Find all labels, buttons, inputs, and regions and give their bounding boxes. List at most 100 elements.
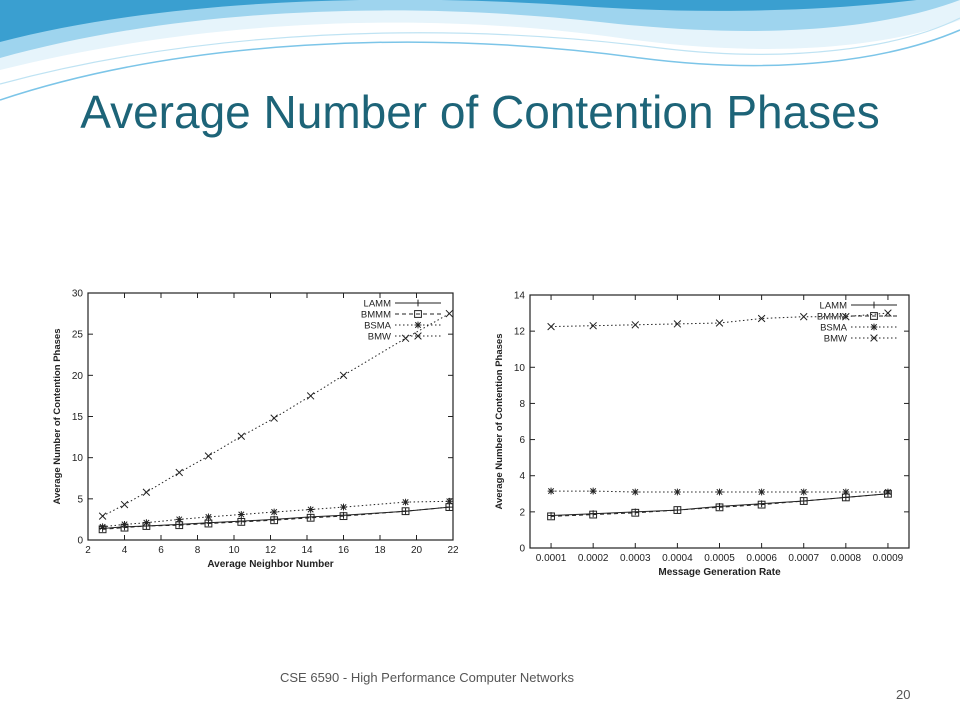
y-tick-label: 12 <box>514 327 526 338</box>
legend-label-bmw: BMW <box>368 332 391 343</box>
data-point-bsma <box>673 488 681 496</box>
data-point-bmw <box>204 452 213 460</box>
legend-marker-lamm <box>870 301 878 309</box>
series-bmmm <box>98 503 454 534</box>
legend-marker-bsma <box>414 321 422 329</box>
series-bsma <box>99 497 453 531</box>
legend-marker-bmmm <box>414 310 422 318</box>
data-point-bmw <box>120 500 129 509</box>
legend-marker-bmmm <box>870 312 878 320</box>
series-line-bmmm <box>551 493 888 517</box>
x-tick-label: 0.0009 <box>873 553 904 564</box>
chart-message-generation-rate: 0 2 4 6 8 10 12 14 0.0001 0.0002 0.0003 0.0004 0.000… <box>494 291 910 578</box>
legend-marker-bmw <box>414 332 422 340</box>
footer-course-text: CSE 6590 - High Performance Computer Net… <box>280 670 575 685</box>
series-bmw <box>547 309 892 331</box>
data-point-bsma <box>143 519 150 527</box>
data-point-bsma <box>445 497 453 505</box>
x-tick-label: 12 <box>265 545 277 556</box>
data-point-bmmm <box>715 503 724 512</box>
y-tick-label: 4 <box>519 471 525 482</box>
x-tick-label: 0.0001 <box>536 553 567 564</box>
y-tick-label: 0 <box>519 544 525 555</box>
legend-label-lamm: LAMM <box>364 299 392 310</box>
x-tick-label: 6 <box>158 545 164 556</box>
data-point-bmw <box>589 321 597 330</box>
y-tick-label: 0 <box>77 536 83 547</box>
legend-label-bmmm: BMMM <box>361 310 391 321</box>
data-point-bmw <box>445 309 454 318</box>
data-point-bmmm <box>799 497 808 505</box>
data-point-bmw <box>715 319 724 327</box>
plot-frame <box>529 294 910 549</box>
data-point-bmw <box>98 512 107 520</box>
y-tick-label: 20 <box>72 371 84 382</box>
data-point-bsma <box>402 498 409 506</box>
x-tick-label: 18 <box>374 545 386 556</box>
wave-band-mid <box>0 0 960 58</box>
series-bmmm <box>547 489 892 521</box>
data-point-bmmm <box>589 510 598 519</box>
x-tick-label: 22 <box>447 545 459 556</box>
wave-band-dark <box>0 0 917 42</box>
chart-panel-message-rate: 0 2 4 6 8 10 12 14 0.0001 0.0002 0.0003 0.0004 0.000… <box>458 283 943 598</box>
data-point-bmmm <box>339 512 348 521</box>
data-point-bsma <box>340 503 347 511</box>
data-point-bsma <box>99 523 106 531</box>
data-point-bmw <box>339 371 348 380</box>
data-point-bsma <box>270 508 278 516</box>
legend-label-bmw: BMW <box>824 334 847 345</box>
chart-neighbor-number: 0 5 10 15 20 25 30 2 4 6 8 10 12 14 16 18 20 22 Average Ne… <box>52 289 459 571</box>
data-point-bmw <box>799 312 808 321</box>
x-tick-label: 2 <box>85 545 91 556</box>
data-point-bmw <box>306 392 315 400</box>
data-point-bsma <box>884 488 892 496</box>
x-axis-label: Average Neighbor Number <box>207 559 333 570</box>
data-point-bmmm <box>401 507 410 516</box>
wave-line-1 <box>0 29 960 101</box>
y-tick-label: 30 <box>72 289 84 300</box>
y-tick-label: 8 <box>519 399 525 410</box>
x-tick-label: 0.0008 <box>831 553 862 564</box>
series-line-bsma <box>102 500 450 528</box>
y-tick-label: 15 <box>72 412 84 423</box>
y-tick-label: 25 <box>72 330 84 341</box>
data-point-bmmm <box>237 517 246 526</box>
x-tick-label: 4 <box>122 545 128 556</box>
page-number: 20 <box>896 687 911 702</box>
series-bmw <box>98 309 454 520</box>
series-line-bmw <box>102 313 450 517</box>
y-tick-label: 10 <box>514 363 526 374</box>
data-point-bsma <box>205 513 212 521</box>
y-axis-label: Average Number of Contention Phases <box>494 334 505 510</box>
y-tick-label: 6 <box>519 435 525 446</box>
data-point-bmw <box>270 414 278 422</box>
data-point-bmmm <box>757 500 766 509</box>
x-tick-label: 0.0004 <box>662 553 693 564</box>
data-point-bmw <box>631 321 640 329</box>
data-point-bsma <box>121 520 128 528</box>
x-tick-label: 16 <box>338 545 350 556</box>
data-point-bmw <box>547 322 555 331</box>
x-tick-label: 20 <box>411 545 423 556</box>
x-tick-label: 0.0006 <box>746 553 777 564</box>
data-point-bsma <box>175 516 183 523</box>
x-tick-label: 0.0007 <box>788 553 819 564</box>
data-point-bsma <box>237 511 245 518</box>
x-tick-label: 0.0002 <box>578 553 609 564</box>
data-point-bmmm <box>673 506 682 514</box>
data-point-bmw <box>673 320 682 328</box>
y-tick-label: 10 <box>72 453 84 464</box>
chart-panel-neighbor: 0 5 10 15 20 25 30 2 4 6 8 10 12 14 16 18 20 22 Average Ne… <box>0 240 510 585</box>
y-tick-label: 2 <box>519 507 525 518</box>
legend-label-lamm: LAMM <box>820 301 848 312</box>
data-point-bmmm <box>547 512 555 521</box>
x-tick-label: 0.0005 <box>704 553 735 564</box>
data-point-bsma <box>716 488 723 496</box>
data-point-bsma <box>758 488 766 496</box>
data-point-bmw <box>237 432 246 441</box>
data-point-bsma <box>800 488 808 496</box>
data-point-bmmm <box>270 516 279 525</box>
